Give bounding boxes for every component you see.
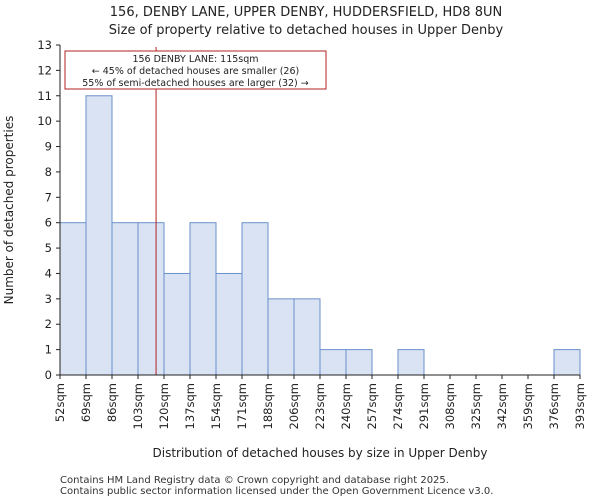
chart-subtitle: Size of property relative to detached ho… (109, 23, 504, 38)
x-tick-label-52sqm: 52sqm (53, 383, 67, 422)
y-tick-label-4: 4 (45, 266, 52, 280)
bar-223sqm (319, 349, 347, 376)
y-tick-label-6: 6 (45, 216, 52, 230)
footer-line-1: Contains HM Land Registry data © Crown c… (60, 475, 449, 486)
annotation-box (64, 50, 327, 90)
y-tick-label-0: 0 (45, 368, 52, 382)
y-tick-label-12: 12 (37, 63, 52, 77)
bar-86sqm (111, 222, 139, 376)
y-tick-label-7: 7 (45, 190, 52, 204)
x-tick-label-291sqm: 291sqm (417, 383, 431, 429)
x-tick-label-342sqm: 342sqm (495, 383, 509, 429)
y-tick-label-5: 5 (45, 241, 52, 255)
x-tick-label-308sqm: 308sqm (443, 383, 457, 429)
annotation-line-3: 55% of semi-detached houses are larger (… (82, 78, 309, 89)
y-tick-label-8: 8 (45, 165, 52, 179)
bar-188sqm (267, 298, 295, 376)
y-tick-label-10: 10 (37, 114, 52, 128)
bar-69sqm (85, 95, 113, 376)
bar-274sqm (397, 349, 425, 376)
y-axis-label: Number of detached properties (2, 116, 16, 305)
y-tick-label-13: 13 (37, 38, 52, 52)
x-tick-label-69sqm: 69sqm (79, 383, 93, 422)
x-tick-label-359sqm: 359sqm (521, 383, 535, 429)
y-tick-label-2: 2 (45, 317, 52, 331)
x-tick-label-393sqm: 393sqm (573, 383, 587, 429)
x-tick-label-274sqm: 274sqm (391, 383, 405, 429)
bar-103sqm (137, 222, 165, 376)
bar-206sqm (293, 298, 321, 376)
x-tick-label-206sqm: 206sqm (287, 383, 301, 429)
bars-group (59, 95, 581, 376)
bar-171sqm (241, 222, 269, 376)
bar-154sqm (215, 272, 243, 376)
x-tick-label-103sqm: 103sqm (131, 383, 145, 429)
x-tick-label-376sqm: 376sqm (547, 383, 561, 429)
x-tick-label-188sqm: 188sqm (261, 383, 275, 429)
bar-240sqm (345, 349, 373, 376)
bar-120sqm (163, 272, 191, 376)
bar-52sqm (59, 222, 87, 376)
annotation-line-1: 156 DENBY LANE: 115sqm (132, 54, 258, 65)
chart-title: 156, DENBY LANE, UPPER DENBY, HUDDERSFIE… (110, 5, 502, 20)
x-tick-label-223sqm: 223sqm (313, 383, 327, 429)
x-axis-label: Distribution of detached houses by size … (153, 446, 488, 460)
x-tick-label-257sqm: 257sqm (365, 383, 379, 429)
x-tick-label-171sqm: 171sqm (235, 383, 249, 429)
x-tick-label-137sqm: 137sqm (183, 383, 197, 429)
x-tick-label-240sqm: 240sqm (339, 383, 353, 429)
x-tick-label-120sqm: 120sqm (157, 383, 171, 429)
y-tick-label-9: 9 (45, 140, 52, 154)
y-tick-label-1: 1 (45, 343, 52, 357)
bar-376sqm (553, 349, 581, 376)
footer-line-2: Contains public sector information licen… (60, 486, 493, 497)
bar-137sqm (189, 222, 217, 376)
x-tick-label-86sqm: 86sqm (105, 383, 119, 422)
y-tick-label-11: 11 (37, 89, 52, 103)
property-marker-group: 156 DENBY LANE: 115sqm← 45% of detached … (64, 47, 327, 375)
x-tick-label-154sqm: 154sqm (209, 383, 223, 429)
x-tick-label-325sqm: 325sqm (469, 383, 483, 429)
annotation-line-2: ← 45% of detached houses are smaller (26… (92, 66, 299, 77)
y-tick-label-3: 3 (45, 292, 52, 306)
